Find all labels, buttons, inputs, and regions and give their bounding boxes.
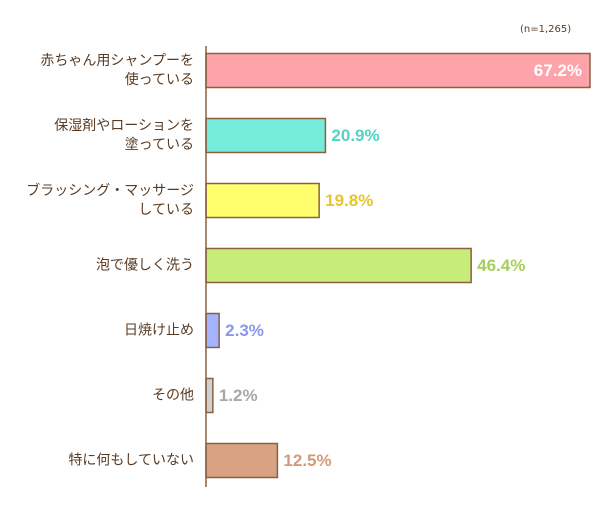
bar <box>205 312 220 349</box>
bar <box>205 117 327 154</box>
bar <box>205 247 472 284</box>
value-label: 12.5% <box>283 451 331 470</box>
category-label: その他 <box>152 387 194 403</box>
category-label: 泡で優しく洗う <box>96 257 194 273</box>
bar <box>205 182 320 219</box>
bar <box>205 52 591 89</box>
value-label: 1.2% <box>219 386 258 405</box>
category-label: 日焼け止め <box>124 322 194 338</box>
category-label: 特に何もしていない <box>68 452 194 468</box>
value-label: 67.2% <box>534 61 582 80</box>
value-label: 46.4% <box>477 256 525 275</box>
value-label: 20.9% <box>331 126 379 145</box>
category-label: ブラッシング・マッサージ している <box>26 182 194 218</box>
bar <box>205 377 214 414</box>
value-label: 2.3% <box>225 321 264 340</box>
sample-note: (n=1,265) <box>520 24 572 35</box>
category-label: 保湿剤やローションを 塗っている <box>54 117 194 153</box>
value-label: 19.8% <box>325 191 373 210</box>
category-label: 赤ちゃん用シャンプーを 使っている <box>40 52 194 88</box>
bar <box>205 442 279 479</box>
